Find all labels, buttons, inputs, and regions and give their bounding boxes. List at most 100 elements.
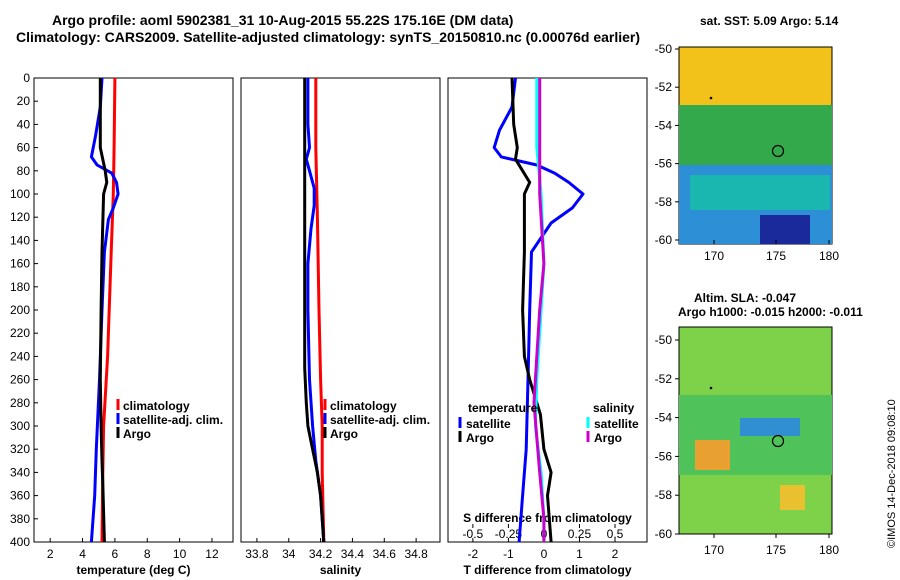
ytick-label: 400 — [10, 535, 30, 549]
series-line-climatology — [100, 77, 117, 543]
legend-temperature-title: temperature — [468, 401, 538, 415]
map-xtick-label: 170 — [704, 543, 724, 557]
sst-dark-patch — [760, 215, 810, 244]
argo-track-dot-sla — [709, 386, 713, 390]
ytick-label: 220 — [10, 326, 30, 340]
secondary-xtick-label: 0.5 — [607, 527, 624, 541]
series-line-t-satellite — [492, 77, 585, 543]
ytick-label: 280 — [10, 396, 30, 410]
secondary-xtick-label: 0.25 — [568, 527, 592, 541]
series-line-s-argo — [532, 78, 546, 542]
ytick-label: 60 — [17, 141, 31, 155]
xtick-label: 34.8 — [404, 547, 428, 561]
xtick-label: 6 — [112, 547, 119, 561]
series-line-argo — [303, 78, 326, 543]
xtick-label: -2 — [468, 547, 479, 561]
legend-label: satellite — [594, 417, 639, 431]
secondary-xtick-label: -0.25 — [495, 527, 523, 541]
secondary-axis-label: S difference from climatology — [463, 511, 632, 525]
series-line-climatology — [314, 78, 326, 543]
legend-salinity-title: salinity — [593, 401, 635, 415]
xaxis-label: salinity — [320, 563, 362, 577]
salinity-panel: 33.8 34 34.2 34.4 34.6 34.8 salinity climatolog… — [240, 77, 441, 577]
figure-title-line2: Climatology: CARS2009. Satellite-adjuste… — [16, 29, 641, 45]
xtick-label: 1 — [576, 547, 583, 561]
ytick-label: 100 — [10, 187, 30, 201]
xtick-label: 34.2 — [309, 547, 333, 561]
legend-label: Argo — [594, 431, 622, 445]
sla-map — [678, 326, 833, 535]
legend-label: Argo — [123, 427, 151, 441]
xaxis-label: T difference from climatology — [463, 563, 631, 577]
ytick-label: 20 — [17, 94, 31, 108]
map-xtick-label: 170 — [704, 249, 724, 263]
map-ytick-label: -52 — [655, 372, 673, 386]
legend-label: satellite-adj. clim. — [123, 413, 223, 427]
ytick-label: 300 — [10, 419, 30, 433]
xtick-label: 0 — [541, 547, 548, 561]
sst-band-green — [679, 105, 832, 165]
series-line-argo — [98, 78, 109, 543]
map-ytick-label: -60 — [655, 527, 673, 541]
temperature-panel: 0 20 40 60 80 100 120 140 160 180 200 220 240 260 280 3… — [10, 71, 234, 577]
xtick-label: 2 — [47, 547, 54, 561]
plot-frame-2 — [447, 77, 648, 543]
xtick-label: 2 — [612, 547, 619, 561]
ytick-label: 360 — [10, 489, 30, 503]
ytick-label: 200 — [10, 303, 30, 317]
map-ytick-label: -56 — [655, 449, 673, 463]
ytick-label: 40 — [17, 117, 31, 131]
argo-location-marker — [771, 144, 785, 158]
sst-map-title: sat. SST: 5.09 Argo: 5.14 — [700, 14, 839, 28]
sst-band-teal — [690, 175, 830, 210]
map-ytick-label: -52 — [655, 80, 673, 94]
sst-map — [678, 46, 833, 245]
ytick-label: 80 — [17, 164, 31, 178]
xtick-label: 4 — [79, 547, 86, 561]
argo-location-marker-sla — [771, 434, 785, 448]
legend-label: Argo — [330, 427, 358, 441]
xtick-label: 34.4 — [341, 547, 365, 561]
map-ytick-label: -50 — [655, 333, 673, 347]
legend-label: climatology — [123, 399, 190, 413]
xtick-label: 10 — [173, 547, 187, 561]
ytick-label: 140 — [10, 233, 30, 247]
xtick-label: 33.8 — [245, 547, 269, 561]
map-ytick-label: -60 — [655, 233, 673, 247]
map-ytick-label: -50 — [655, 42, 673, 56]
map-ytick-label: -56 — [655, 157, 673, 171]
xtick-label: 34.6 — [373, 547, 397, 561]
xtick-label: 12 — [205, 547, 219, 561]
map-xtick-label: 175 — [766, 249, 786, 263]
legend-label: Argo — [466, 431, 494, 445]
xtick-label: -1 — [503, 547, 514, 561]
legend-label: satellite — [466, 417, 511, 431]
imos-credit: ©IMOS 14-Dec-2018 09:08:10 — [886, 399, 898, 548]
map-xtick-label: 180 — [819, 543, 839, 557]
plot-frame-1 — [240, 77, 441, 543]
xtick-label: 8 — [144, 547, 151, 561]
sla-map-title1: Altim. SLA: -0.047 — [694, 291, 797, 305]
series-line-t-argo — [510, 77, 553, 543]
legend-label: satellite-adj. clim. — [330, 413, 430, 427]
map-ytick-label: -54 — [655, 118, 673, 132]
xaxis-label: temperature (deg C) — [76, 563, 190, 577]
argo-track-dot — [709, 96, 713, 100]
figure-title-line1: Argo profile: aoml 5902381_31 10-Aug-201… — [52, 12, 514, 28]
ytick-label: 340 — [10, 465, 30, 479]
difference-panel: -2 -1 0 1 2 T difference from climatology S di… — [447, 77, 648, 577]
ytick-label: 0 — [23, 71, 30, 85]
ytick-label: 240 — [10, 349, 30, 363]
plot-frame-0 — [33, 77, 234, 543]
map-ytick-label: -58 — [655, 488, 673, 502]
ytick-label: 180 — [10, 280, 30, 294]
sla-anomaly-blue — [740, 418, 800, 436]
ytick-label: 120 — [10, 210, 30, 224]
ytick-label: 160 — [10, 257, 30, 271]
ytick-label: 380 — [10, 512, 30, 526]
xtick-label: 34 — [282, 547, 296, 561]
map-xtick-label: 180 — [819, 249, 839, 263]
sla-anomaly-warm — [695, 440, 730, 470]
